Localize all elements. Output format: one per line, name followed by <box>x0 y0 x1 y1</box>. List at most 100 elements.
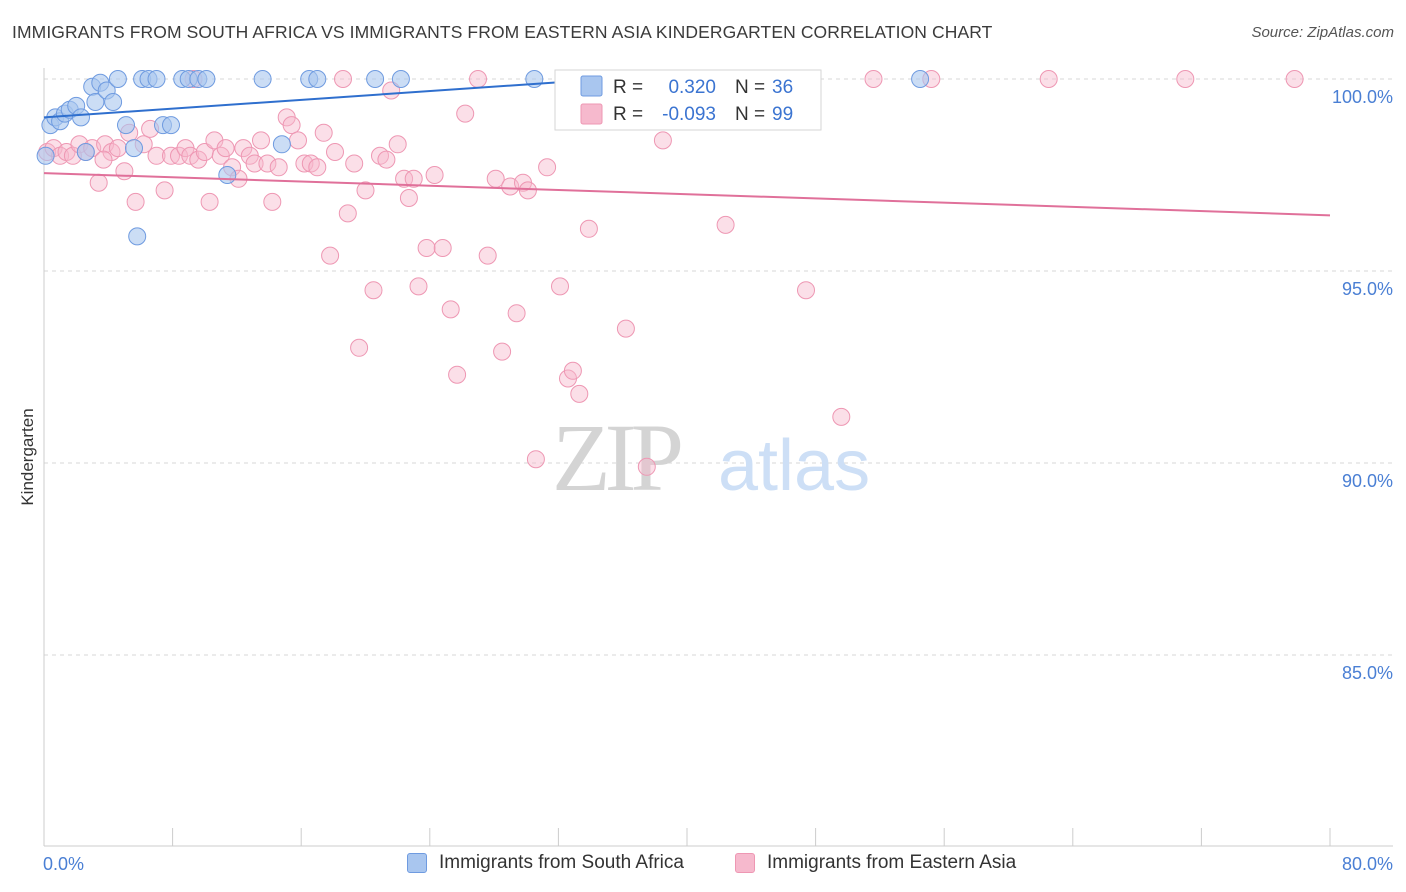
point-eastern-asia-12 <box>115 162 134 181</box>
legend-r-value-blue: 0.320 <box>668 77 716 98</box>
point-south-africa-32 <box>366 70 385 88</box>
point-eastern-asia-56 <box>388 135 407 154</box>
point-south-africa-35 <box>911 70 930 88</box>
legend-swatch-blue <box>580 75 603 97</box>
point-eastern-asia-52 <box>364 281 383 300</box>
point-eastern-asia-60 <box>409 277 428 296</box>
watermark-atlas: atlas <box>718 426 870 506</box>
point-eastern-asia-77 <box>551 277 569 296</box>
point-south-africa-25 <box>197 70 216 88</box>
point-eastern-asia-39 <box>282 116 301 135</box>
point-south-africa-0 <box>36 146 55 165</box>
point-eastern-asia-8 <box>89 173 108 192</box>
point-eastern-asia-35 <box>258 154 277 173</box>
point-eastern-asia-40 <box>289 131 307 150</box>
trend-lines <box>43 78 1331 217</box>
point-eastern-asia-80 <box>570 384 589 403</box>
point-eastern-asia-28 <box>216 139 235 158</box>
point-eastern-asia-18 <box>155 181 174 200</box>
axes <box>43 68 1393 847</box>
point-eastern-asia-72 <box>507 304 526 323</box>
legend-item-eastern-asia: Immigrants from Eastern Asia <box>735 852 1016 874</box>
point-eastern-asia-47 <box>334 70 352 88</box>
point-eastern-asia-45 <box>321 246 340 265</box>
point-eastern-asia-49 <box>345 154 364 173</box>
point-eastern-asia-61 <box>417 239 436 257</box>
watermark: ZIP atlas <box>552 404 870 511</box>
point-south-africa-27 <box>218 166 237 184</box>
point-eastern-asia-65 <box>448 365 467 384</box>
point-eastern-asia-92 <box>864 70 883 88</box>
point-south-africa-16 <box>125 139 143 158</box>
point-eastern-asia-95 <box>1176 70 1195 88</box>
point-south-africa-10 <box>86 93 105 111</box>
point-eastern-asia-37 <box>269 158 288 177</box>
point-eastern-asia-14 <box>126 192 145 211</box>
y-tick-label-3: 85.0% <box>1342 663 1393 683</box>
point-eastern-asia-43 <box>308 158 327 177</box>
legend-r-value-pink: -0.093 <box>662 104 716 125</box>
point-eastern-asia-25 <box>200 192 219 211</box>
point-eastern-asia-54 <box>377 150 396 169</box>
point-eastern-asia-64 <box>441 300 460 319</box>
point-eastern-asia-75 <box>526 450 545 469</box>
point-eastern-asia-46 <box>326 143 344 161</box>
legend-r-label-blue: R = <box>613 77 643 98</box>
point-eastern-asia-67 <box>469 70 487 88</box>
point-eastern-asia-17 <box>147 146 166 165</box>
point-south-africa-15 <box>117 116 135 135</box>
point-eastern-asia-11 <box>108 139 127 158</box>
series-south-africa-points <box>36 70 930 246</box>
trend-line-eastern-asia <box>43 172 1331 217</box>
x-tick-label-min: 0.0% <box>43 854 84 874</box>
legend-n-label-pink: N = <box>735 104 765 125</box>
y-tick-label-1: 95.0% <box>1342 279 1393 299</box>
point-south-africa-19 <box>147 70 166 88</box>
legend-swatch-eastern-asia <box>735 853 755 873</box>
point-eastern-asia-74 <box>518 181 537 200</box>
point-eastern-asia-51 <box>356 181 375 200</box>
legend-r-label-pink: R = <box>613 104 643 125</box>
point-eastern-asia-44 <box>314 123 333 142</box>
point-south-africa-21 <box>162 116 180 135</box>
source-credit: Source: ZipAtlas.com <box>1251 24 1394 41</box>
series-legend: Immigrants from South Africa Immigrants … <box>0 852 1406 878</box>
point-eastern-asia-90 <box>797 281 815 300</box>
point-eastern-asia-94 <box>1039 70 1058 88</box>
point-eastern-asia-68 <box>478 246 497 265</box>
point-eastern-asia-48 <box>338 204 357 223</box>
point-eastern-asia-33 <box>245 154 264 173</box>
legend-n-value-blue: 36 <box>772 77 793 98</box>
point-eastern-asia-70 <box>493 342 512 361</box>
point-eastern-asia-58 <box>399 189 418 207</box>
point-eastern-asia-96 <box>1285 70 1304 88</box>
x-tick-labels: 0.0% 80.0% <box>43 854 1393 874</box>
x-tick-label-max: 80.0% <box>1342 854 1393 874</box>
point-south-africa-33 <box>391 70 410 88</box>
point-eastern-asia-62 <box>425 166 444 184</box>
legend-n-label-blue: N = <box>735 77 765 98</box>
watermark-zip: ZIP <box>552 404 681 511</box>
point-eastern-asia-85 <box>653 131 672 150</box>
point-eastern-asia-76 <box>538 158 557 177</box>
point-eastern-asia-23 <box>189 150 208 169</box>
point-eastern-asia-34 <box>252 131 270 150</box>
point-eastern-asia-31 <box>234 139 253 158</box>
point-eastern-asia-57 <box>395 169 414 188</box>
point-south-africa-31 <box>308 70 327 88</box>
point-south-africa-14 <box>108 70 127 88</box>
point-eastern-asia-97 <box>94 150 113 169</box>
legend-item-south-africa: Immigrants from South Africa <box>407 852 684 874</box>
point-eastern-asia-79 <box>563 361 582 380</box>
y-tick-label-0: 100.0% <box>1332 87 1393 107</box>
legend-swatch-south-africa <box>407 853 427 873</box>
y-tick-labels: 100.0% 95.0% 90.0% 85.0% <box>1332 87 1393 683</box>
point-eastern-asia-84 <box>637 457 656 476</box>
y-tick-label-2: 90.0% <box>1342 471 1393 491</box>
y-axis-label: Kindergarten <box>18 408 37 505</box>
legend-swatch-pink <box>580 103 603 125</box>
point-eastern-asia-59 <box>404 169 423 188</box>
legend-label-south-africa: Immigrants from South Africa <box>439 852 684 873</box>
point-south-africa-26 <box>128 227 147 246</box>
